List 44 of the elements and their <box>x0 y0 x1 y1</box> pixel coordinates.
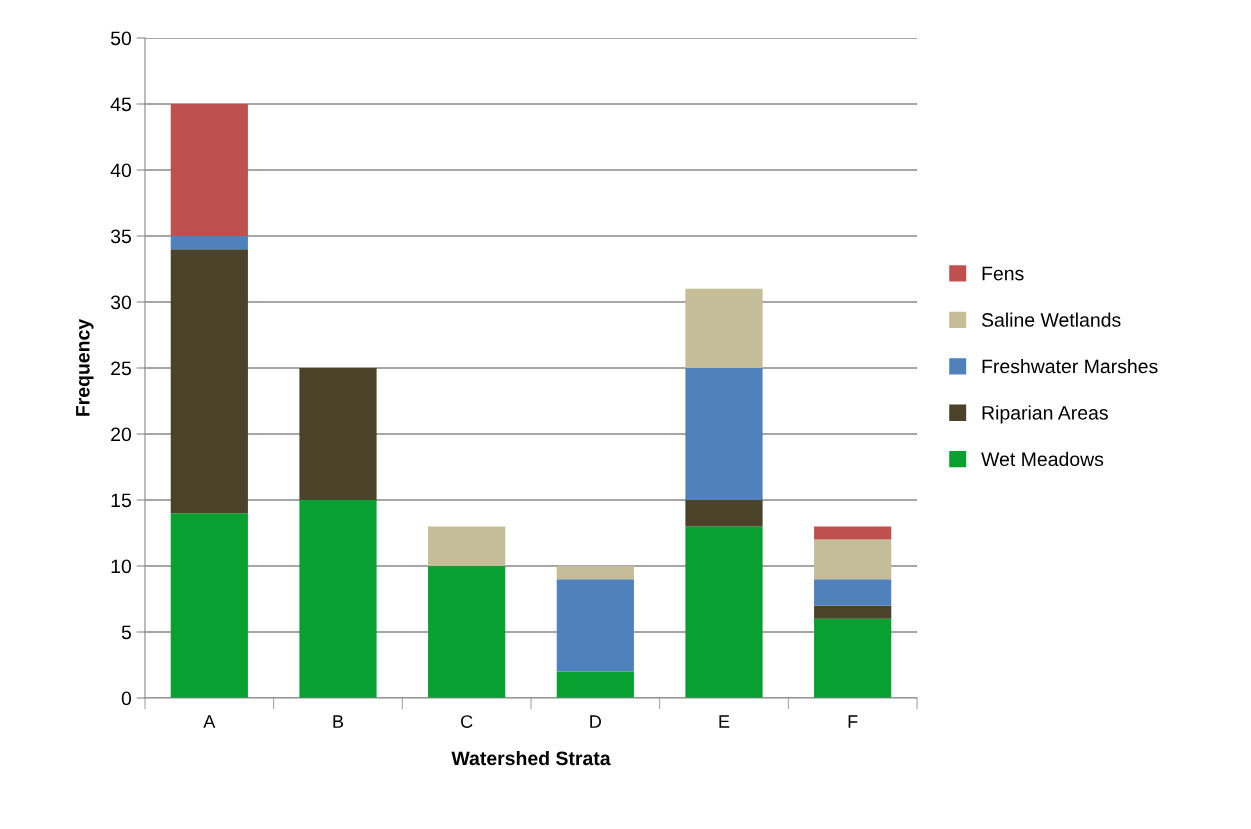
bar <box>814 618 892 698</box>
bar <box>814 605 892 619</box>
y-tick-label: 15 <box>111 493 131 508</box>
y-tick-label: 20 <box>111 427 132 442</box>
x-tick-label: F <box>848 715 858 728</box>
x-tick-label: A <box>203 715 216 728</box>
y-tick-label: 5 <box>121 625 131 640</box>
bar <box>170 236 248 250</box>
legend-label: Wet Meadows <box>981 451 1104 467</box>
legend-label: Saline Wetlands <box>981 312 1121 327</box>
bar <box>556 579 634 672</box>
bar <box>170 104 248 236</box>
y-axis-title: Frequency <box>76 318 94 416</box>
y-tick-label: 30 <box>110 295 132 310</box>
x-tick-label: E <box>719 715 730 728</box>
bar <box>814 539 892 580</box>
y-tick-label: 0 <box>121 691 132 706</box>
bar <box>685 526 763 698</box>
y-tick-label: 25 <box>111 361 131 376</box>
y-tick-label: 40 <box>110 163 132 178</box>
bar <box>556 566 634 580</box>
bar <box>685 500 763 527</box>
bar <box>428 526 506 566</box>
bar <box>556 671 634 698</box>
bar <box>685 368 763 500</box>
bar <box>170 513 248 698</box>
bar <box>299 500 377 698</box>
x-tick-label: B <box>333 715 344 728</box>
bar <box>685 288 763 368</box>
y-tick-label: 45 <box>110 97 131 112</box>
x-tick-label: C <box>461 715 473 728</box>
y-tick-label: 10 <box>111 559 132 574</box>
legend-label: Riparian Areas <box>982 405 1108 424</box>
x-tick-label: D <box>590 715 601 728</box>
y-tick-label: 35 <box>110 229 131 244</box>
legend-label: Freshwater Marshes <box>982 358 1158 374</box>
y-tick-label: 50 <box>110 31 132 46</box>
bar <box>814 526 892 540</box>
bar <box>428 566 506 698</box>
bar <box>814 579 892 606</box>
bar <box>170 249 248 514</box>
bar <box>299 368 377 500</box>
x-axis-title: Watershed Strata <box>451 750 611 766</box>
legend-label: Fens <box>982 266 1024 281</box>
